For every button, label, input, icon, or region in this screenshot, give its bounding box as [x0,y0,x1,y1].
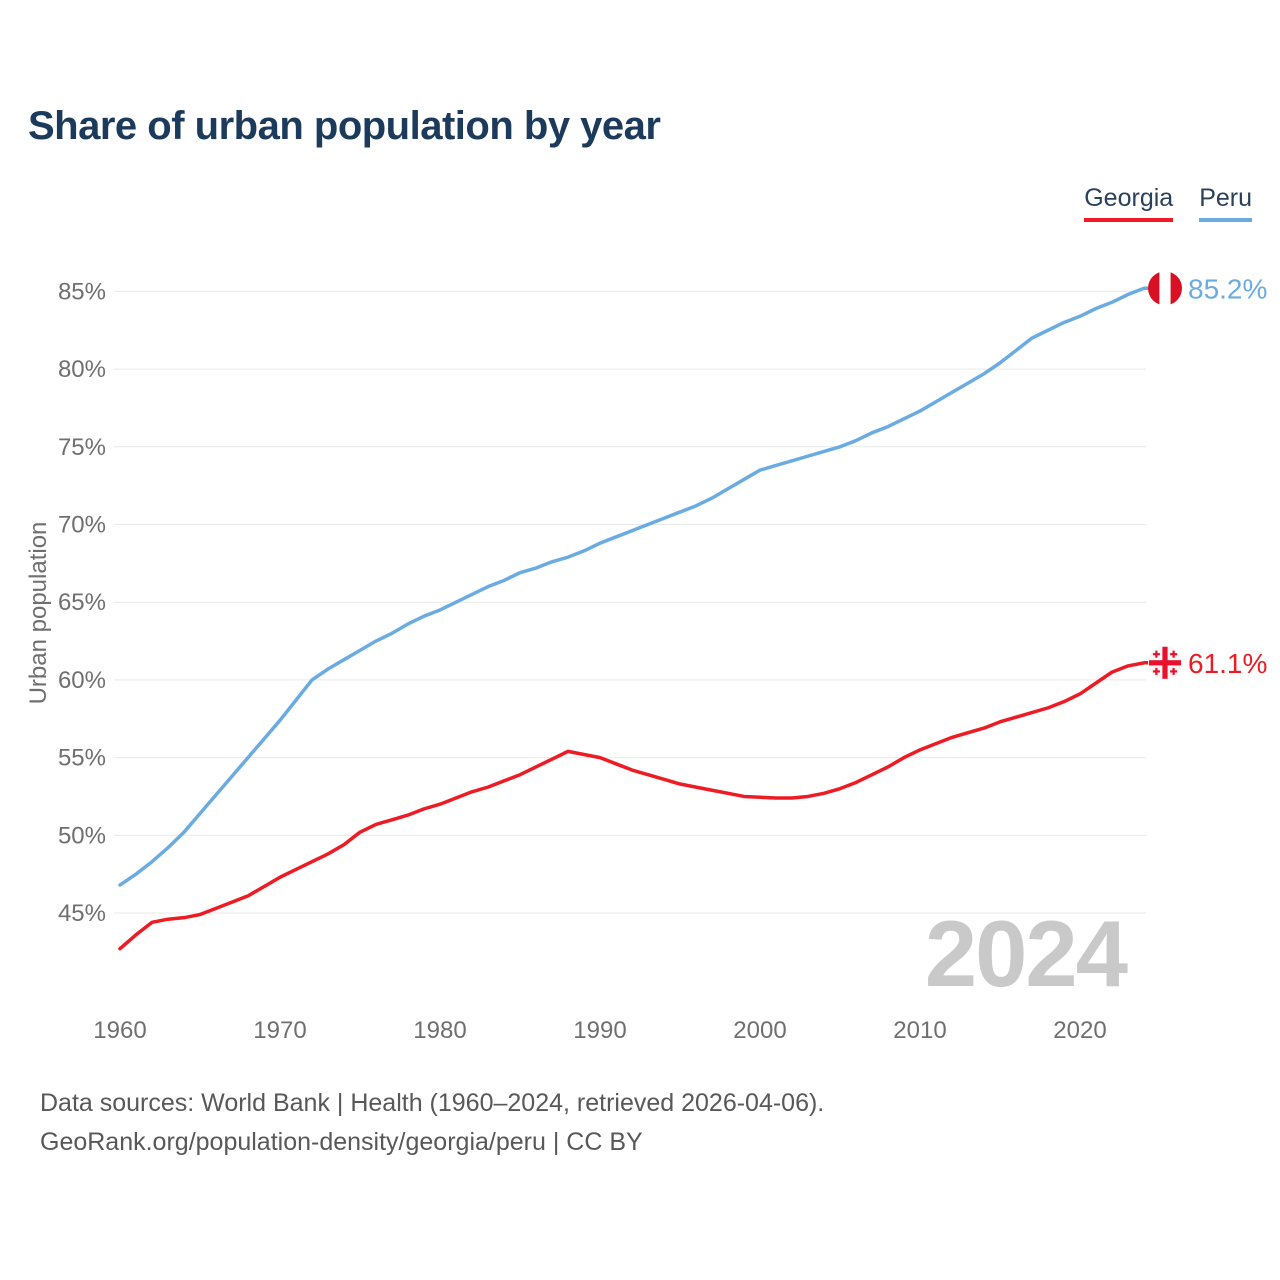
peru-line [118,286,1150,887]
footer-data-sources: Data sources: World Bank | Health (1960–… [40,1089,825,1117]
legend: Georgia Peru [1084,184,1252,222]
y-tick-label: 45% [58,900,106,927]
x-tick-label: 1960 [93,1017,146,1044]
x-tick-label: 1970 [253,1017,306,1044]
y-tick-label: 80% [58,356,106,383]
y-tick-label: 85% [58,278,106,305]
y-tick-label: 55% [58,745,106,772]
y-tick-label: 70% [58,512,106,539]
legend-item-peru[interactable]: Peru [1199,184,1252,222]
peru-flag-marker [1148,271,1182,306]
y-tick-label: 60% [58,667,106,694]
page-title: Share of urban population by year [28,104,661,148]
x-tick-label: 1980 [413,1017,466,1044]
georgia-flag-marker [1148,645,1182,680]
georgia-line [118,661,1150,951]
legend-label-georgia: Georgia [1084,184,1174,212]
y-tick-label: 75% [58,434,106,461]
legend-label-peru: Peru [1199,184,1252,212]
georgia-end-value-label: 61.1% [1188,648,1267,679]
y-axis-title: Urban population [25,522,52,705]
footer-attribution: Data sources: World Bank | Health (1960–… [40,1084,824,1162]
y-tick-label: 50% [58,822,106,849]
x-tick-label: 1990 [573,1017,626,1044]
peru-end-value-label: 85.2% [1188,273,1267,304]
watermark-year: 2024 [925,901,1128,1006]
x-tick-label: 2020 [1053,1017,1106,1044]
x-tick-label: 2010 [893,1017,946,1044]
legend-item-georgia[interactable]: Georgia [1084,184,1174,222]
footer-link-license: GeoRank.org/population-density/georgia/p… [40,1128,643,1156]
x-tick-label: 2000 [733,1017,786,1044]
y-tick-label: 65% [58,589,106,616]
